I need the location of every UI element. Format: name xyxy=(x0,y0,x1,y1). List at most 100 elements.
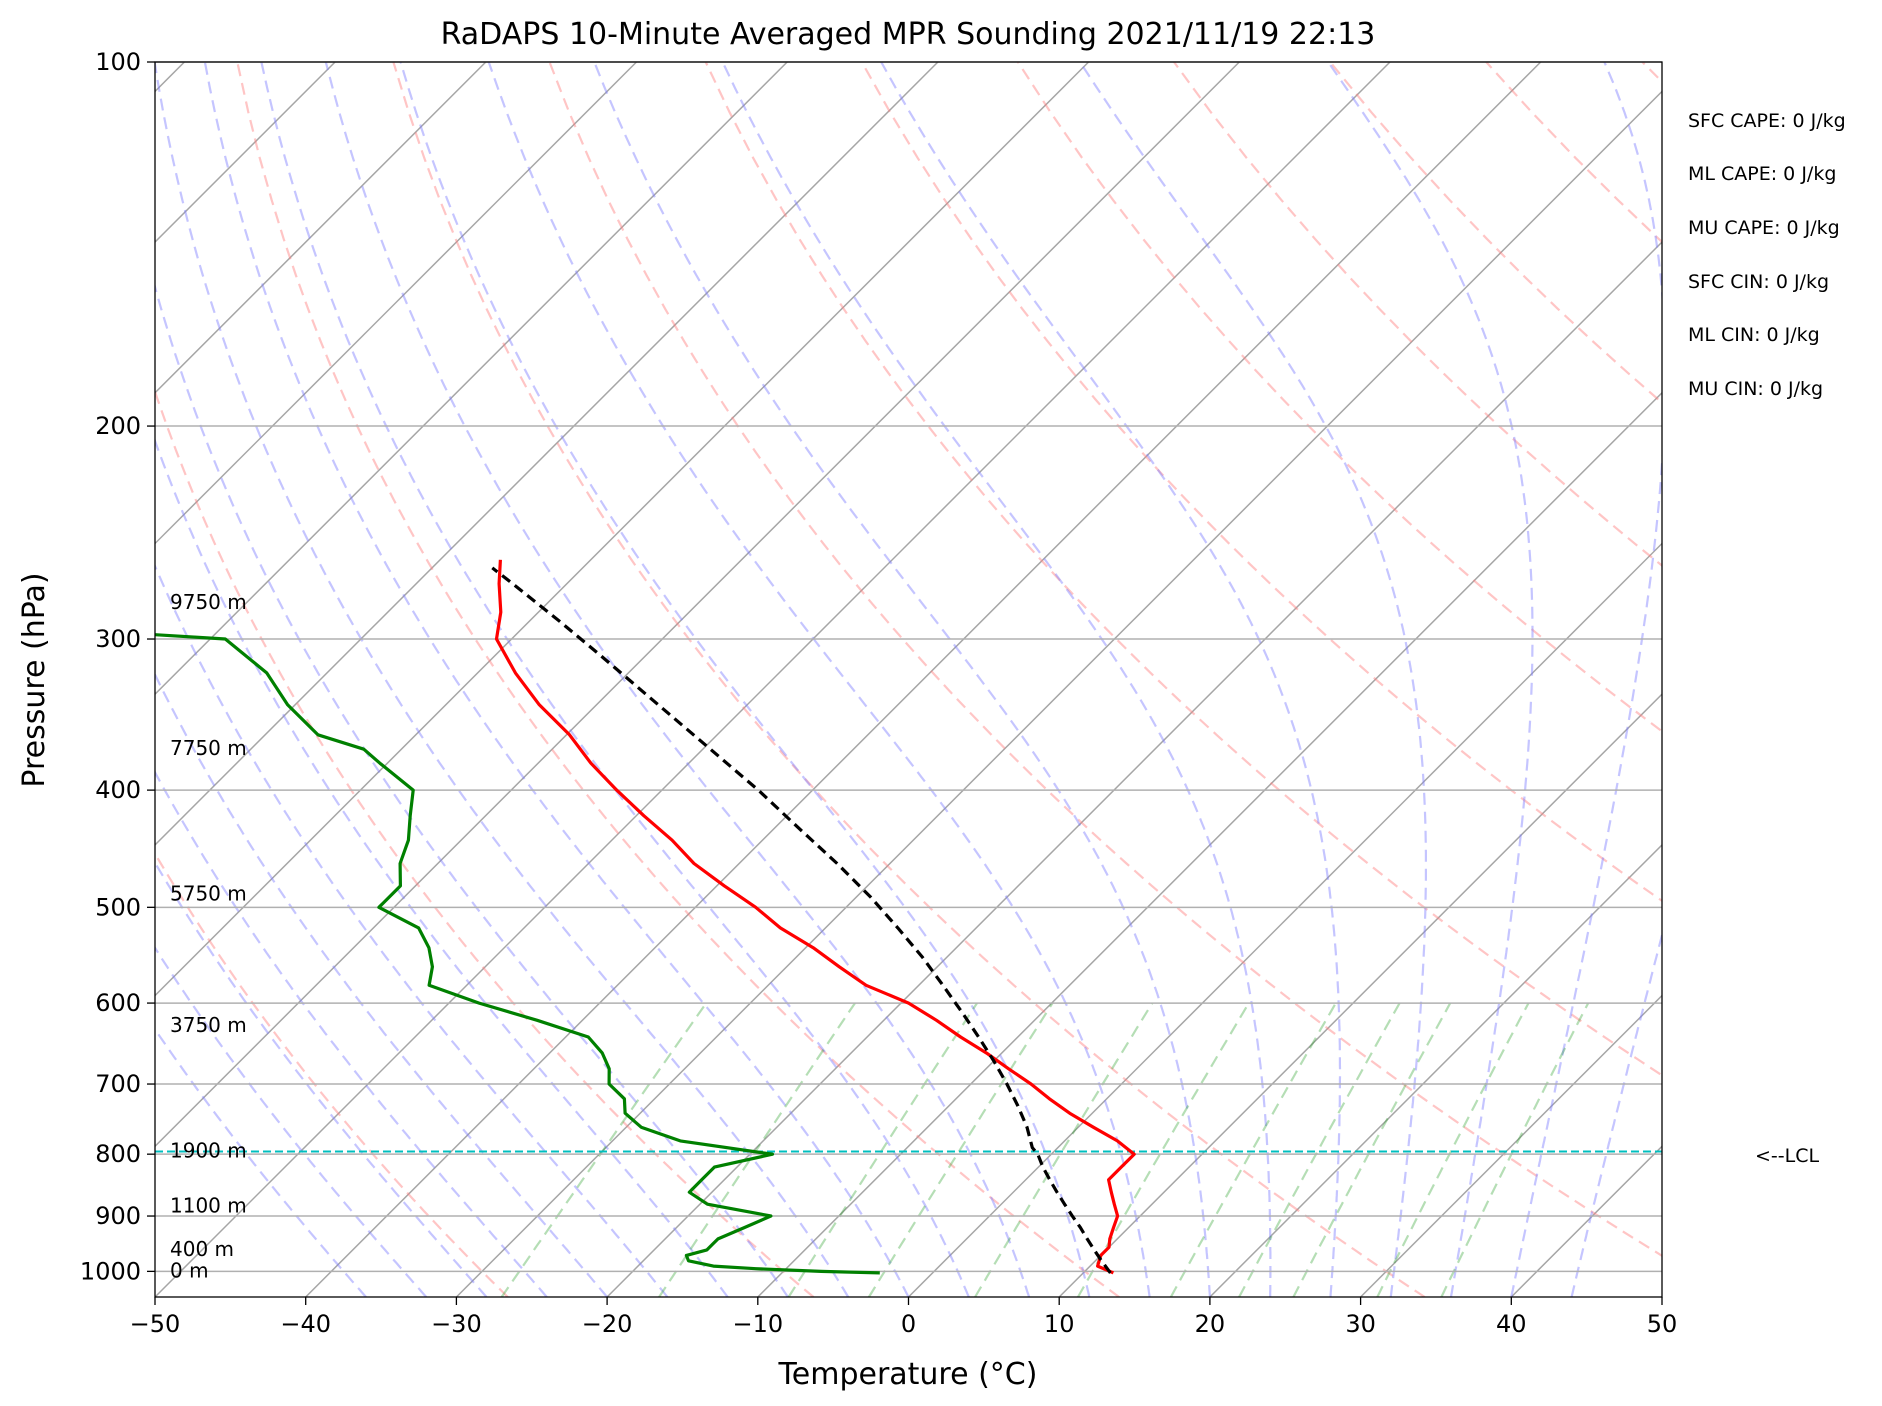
height-label: 9750 m xyxy=(170,590,247,614)
mixing-ratio-line xyxy=(1440,1002,1590,1297)
mixing-ratio-line xyxy=(1376,1002,1530,1297)
dry-adiabat-line xyxy=(704,62,1662,1077)
x-tick-label: −30 xyxy=(431,1310,482,1338)
mixing-ratio-line xyxy=(658,1002,856,1297)
y-tick-label: 600 xyxy=(95,989,141,1017)
x-tick-label: 30 xyxy=(1345,1310,1376,1338)
moist-adiabat-line xyxy=(155,945,428,1297)
mixing-ratio-line xyxy=(500,1002,708,1297)
moist-adiabat-line xyxy=(1510,62,1662,1297)
isotherm-line xyxy=(155,62,939,846)
mixing-ratio-line xyxy=(1292,1002,1452,1297)
dry-adiabat-line xyxy=(1016,62,1662,733)
y-tick-label: 1000 xyxy=(80,1257,141,1285)
plot-background xyxy=(155,62,1662,1297)
x-tick-label: −50 xyxy=(130,1310,181,1338)
y-tick-label: 200 xyxy=(95,412,141,440)
isotherm-line xyxy=(606,241,1662,1297)
isotherm-line xyxy=(155,62,487,394)
moist-adiabat-line xyxy=(155,62,850,1297)
height-label: 0 m xyxy=(170,1258,209,1282)
y-tick-label: 700 xyxy=(95,1070,141,1098)
isotherm-line xyxy=(1360,994,1662,1297)
y-tick-label: 300 xyxy=(95,625,141,653)
y-axis-label: Pressure (hPa) xyxy=(17,572,52,787)
moist-adiabat-line xyxy=(1570,930,1662,1297)
x-tick-label: −10 xyxy=(732,1310,783,1338)
isotherm-line xyxy=(1209,843,1662,1297)
x-tick-label: −40 xyxy=(280,1310,331,1338)
moist-adiabat-line xyxy=(880,62,1342,1297)
lcl-label: <--LCL xyxy=(1755,1145,1820,1167)
stat-ml-cin: ML CIN: 0 J/kg xyxy=(1688,324,1820,346)
background-lines xyxy=(155,62,1882,1297)
isotherm-line xyxy=(155,62,788,696)
dry-adiabat-line xyxy=(1641,62,1662,84)
moist-adiabat-line xyxy=(1327,62,1534,1297)
y-tick-label: 800 xyxy=(95,1140,141,1168)
x-tick-label: 20 xyxy=(1195,1310,1226,1338)
x-axis-label: Temperature (°C) xyxy=(778,1357,1038,1392)
moist-adiabat-line xyxy=(260,62,970,1297)
dry-adiabat-line xyxy=(155,388,815,1297)
dry-adiabat-line xyxy=(392,62,1426,1297)
chart-title: RaDAPS 10-Minute Averaged MPR Sounding 2… xyxy=(441,17,1376,52)
isotherm-line xyxy=(155,62,638,545)
sounding-series xyxy=(155,559,1662,1275)
mixing-ratio-line xyxy=(867,1002,1054,1297)
moist-adiabat-line xyxy=(593,62,1211,1297)
dry-adiabat-line xyxy=(236,62,1120,1297)
y-tick-label: 900 xyxy=(95,1202,141,1230)
height-label: 7750 m xyxy=(170,736,247,760)
dry-adiabat-line xyxy=(155,851,509,1297)
parcel-path-line xyxy=(491,566,1112,1274)
mixing-ratio-line xyxy=(787,1002,978,1297)
isotherm-line xyxy=(1058,693,1662,1297)
mixing-ratio-line xyxy=(974,1002,1154,1297)
stat-mu-cape: MU CAPE: 0 J/kg xyxy=(1688,217,1840,239)
stat-ml-cape: ML CAPE: 0 J/kg xyxy=(1688,163,1837,185)
y-tick-label: 100 xyxy=(95,48,141,76)
y-tick-label: 500 xyxy=(95,893,141,921)
x-tick-label: −20 xyxy=(582,1310,633,1338)
dry-adiabat-line xyxy=(548,62,1662,1258)
stat-mu-cin: MU CIN: 0 J/kg xyxy=(1688,378,1824,400)
isotherm-line xyxy=(155,62,1391,1297)
moist-adiabat-line xyxy=(155,770,548,1297)
x-tick-label: 0 xyxy=(901,1310,916,1338)
height-label: 1900 m xyxy=(170,1139,247,1163)
moist-adiabat-line xyxy=(1079,62,1428,1297)
dewpoint-line xyxy=(155,633,880,1275)
dry-adiabat-line xyxy=(1799,62,1882,1297)
isotherm-line xyxy=(455,90,1662,1297)
moist-adiabat-line xyxy=(155,860,488,1297)
x-axis-ticks: −50 −40 −30 −20 −10 0 10 20 30 40 50 xyxy=(130,1297,1678,1338)
temperature-line xyxy=(494,559,1136,1275)
isotherm-line xyxy=(1661,1295,1662,1297)
moist-adiabat-line xyxy=(203,62,910,1297)
stat-sfc-cape: SFC CAPE: 0 J/kg xyxy=(1688,110,1846,132)
moist-adiabat-line xyxy=(487,62,1151,1297)
height-labels: 9750 m 7750 m 5750 m 3750 m 1900 m 1100 m 400 … xyxy=(170,590,247,1283)
isotherm-line xyxy=(757,391,1662,1297)
moist-adiabat-line xyxy=(399,62,1091,1297)
height-label: 5750 m xyxy=(170,882,247,906)
isotherm-line xyxy=(155,62,1090,997)
isotherm-line xyxy=(907,542,1662,1297)
height-label: 400 m xyxy=(170,1237,234,1261)
y-tick-label: 400 xyxy=(95,776,141,804)
height-label: 1100 m xyxy=(170,1194,247,1218)
moist-adiabat-line xyxy=(721,62,1272,1297)
x-tick-label: 10 xyxy=(1044,1310,1075,1338)
mixing-ratio-line xyxy=(1169,1002,1337,1297)
x-tick-label: 40 xyxy=(1496,1310,1527,1338)
moist-adiabat-line xyxy=(155,282,789,1297)
height-label: 3750 m xyxy=(170,1013,247,1037)
x-tick-label: 50 xyxy=(1647,1310,1678,1338)
mixing-ratio-line xyxy=(1238,1002,1401,1297)
isotherm-line xyxy=(155,62,1240,1148)
y-axis-ticks: 100 200 300 400 500 600 700 800 900 1000 xyxy=(80,48,155,1285)
stat-sfc-cin: SFC CIN: 0 J/kg xyxy=(1688,271,1830,293)
isotherm-line xyxy=(305,62,1542,1297)
